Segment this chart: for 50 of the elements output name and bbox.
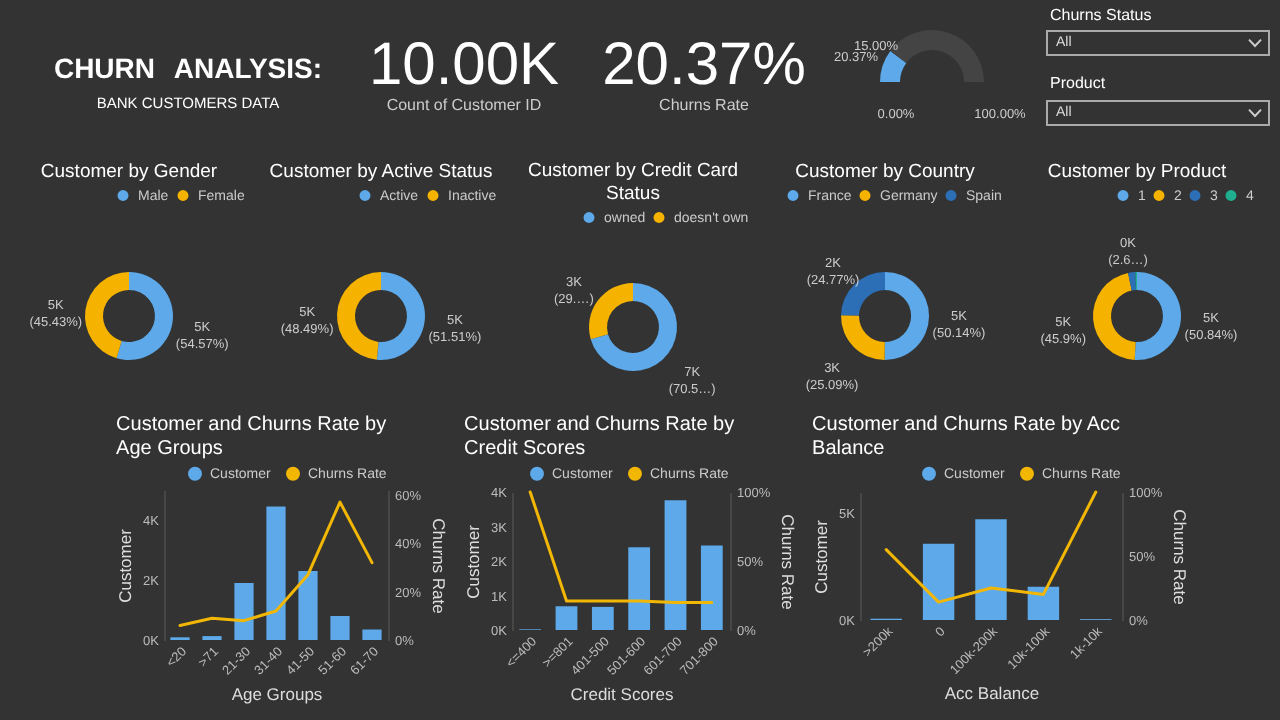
y2-axis-title: Churns Rate (1170, 509, 1191, 606)
chart-title: Customer by Country (795, 161, 976, 183)
bar (975, 519, 1007, 620)
x-axis-title: Age Groups (231, 683, 323, 704)
bar (266, 506, 286, 640)
bar (628, 547, 651, 630)
chart-title: Customer by Product (1047, 161, 1227, 183)
line-series (884, 490, 1098, 604)
donut-slice (1093, 272, 1136, 360)
bar (362, 629, 382, 640)
bar (664, 500, 687, 630)
y-axis-title: Customer (115, 528, 136, 603)
bar (298, 571, 318, 640)
bar (234, 583, 254, 640)
y-axis-title: Customer (811, 519, 832, 594)
bar (330, 616, 350, 640)
donut-slice (590, 283, 677, 371)
donut-slice (1128, 272, 1137, 291)
text: Churns Rate (659, 96, 749, 114)
bar (555, 606, 578, 630)
donut-slice (85, 272, 129, 359)
text: Churns Status (1050, 6, 1152, 24)
chart-title: Customer and Churns Rate by Credit Scores (464, 414, 735, 460)
y2-axis-title: Churns Rate (429, 518, 450, 615)
chart-title: Customer by Gender (40, 161, 218, 183)
line-series (178, 500, 374, 627)
x-axis-title: Credit Scores (570, 683, 674, 704)
x-axis-title: Acc Balance (944, 683, 1040, 704)
text: CHURN ANALYSIS: (53, 52, 323, 84)
text: 10.00K (368, 32, 560, 98)
bar (1027, 586, 1060, 620)
donut-slice (376, 272, 425, 360)
donut-slice (337, 272, 381, 360)
donut-slice (116, 272, 173, 360)
chart-title: Customer and Churns Rate by Acc Balance (812, 414, 1121, 460)
donut-slice (841, 315, 885, 360)
text: 20.37% (602, 32, 806, 98)
bar (700, 545, 723, 630)
bar (922, 543, 955, 620)
text: Count of Customer ID (386, 96, 542, 114)
chart-title: Customer and Churns Rate by Age Groups (116, 414, 387, 460)
y-axis-title: Customer (463, 524, 484, 599)
donut-slice (589, 283, 633, 340)
text: Product (1050, 74, 1106, 92)
donut-slice (884, 272, 929, 360)
bar (591, 606, 614, 630)
y2-axis-title: Churns Rate (778, 514, 799, 611)
donut-slice (1134, 272, 1181, 360)
chart-title: Customer by Credit Card Status (527, 160, 739, 205)
chart-title: Customer by Active Status (269, 161, 493, 183)
